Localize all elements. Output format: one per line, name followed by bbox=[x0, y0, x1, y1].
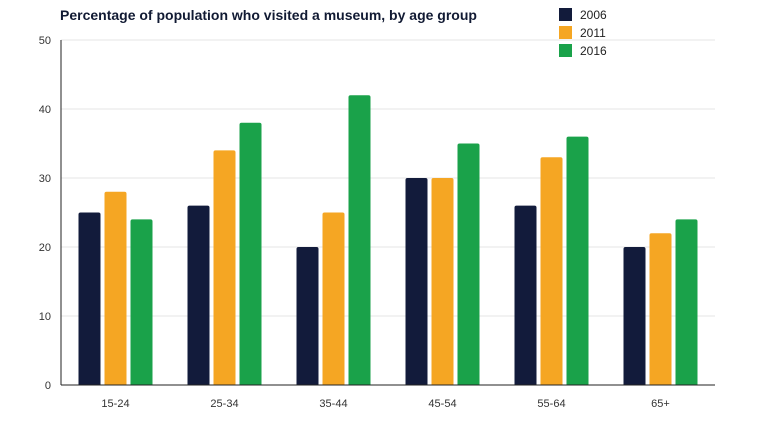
y-tick-label: 10 bbox=[39, 311, 51, 323]
bar-2006-45-54[interactable] bbox=[405, 178, 428, 385]
bar-2011-65+[interactable] bbox=[649, 233, 672, 385]
x-tick-label: 25-34 bbox=[210, 398, 238, 410]
y-tick-label: 0 bbox=[45, 380, 51, 392]
x-tick-label: 35-44 bbox=[319, 398, 347, 410]
x-tick-label: 15-24 bbox=[101, 398, 129, 410]
bar-2006-65+[interactable] bbox=[623, 247, 646, 385]
bar-2016-15-24[interactable] bbox=[130, 219, 153, 385]
y-tick-label: 30 bbox=[39, 173, 51, 185]
x-tick-label: 55-64 bbox=[537, 398, 565, 410]
bar-2006-35-44[interactable] bbox=[296, 247, 319, 385]
bar-2011-55-64[interactable] bbox=[540, 157, 563, 385]
y-tick-label: 20 bbox=[39, 242, 51, 254]
x-tick-label: 65+ bbox=[651, 398, 670, 410]
bar-2006-15-24[interactable] bbox=[78, 212, 101, 386]
tick-labels: 0 10 20 30 40 50 15-24 25-34 35-44 45-54 55-64 65+ bbox=[39, 35, 670, 410]
y-tick-label: 40 bbox=[39, 104, 51, 116]
bar-2011-25-34[interactable] bbox=[213, 150, 236, 385]
axes bbox=[60, 40, 715, 386]
legend-swatch-2016 bbox=[559, 44, 572, 57]
bar-2016-25-34[interactable] bbox=[239, 122, 262, 386]
legend-label-2011: 2011 bbox=[580, 26, 606, 40]
legend-swatch-2006 bbox=[559, 8, 572, 21]
bar-2006-25-34[interactable] bbox=[187, 205, 210, 385]
bar-2011-35-44[interactable] bbox=[322, 212, 345, 386]
y-tick-label: 50 bbox=[39, 35, 51, 47]
gridlines bbox=[61, 39, 715, 317]
legend-label-2016: 2016 bbox=[580, 44, 607, 58]
chart-title: Percentage of population who visited a m… bbox=[60, 7, 477, 23]
legend-label-2006: 2006 bbox=[580, 8, 607, 22]
legend: 2006 2011 2016 bbox=[559, 8, 607, 58]
bar-2016-55-64[interactable] bbox=[566, 136, 589, 385]
bar-2016-65+[interactable] bbox=[675, 219, 698, 385]
bar-2011-45-54[interactable] bbox=[431, 178, 454, 385]
bars bbox=[78, 95, 698, 386]
bar-2016-35-44[interactable] bbox=[348, 95, 371, 385]
bar-2016-45-54[interactable] bbox=[457, 143, 480, 386]
bar-2006-55-64[interactable] bbox=[514, 205, 537, 385]
bar-2011-15-24[interactable] bbox=[104, 191, 127, 385]
x-tick-label: 45-54 bbox=[428, 398, 456, 410]
legend-swatch-2011 bbox=[559, 26, 572, 39]
